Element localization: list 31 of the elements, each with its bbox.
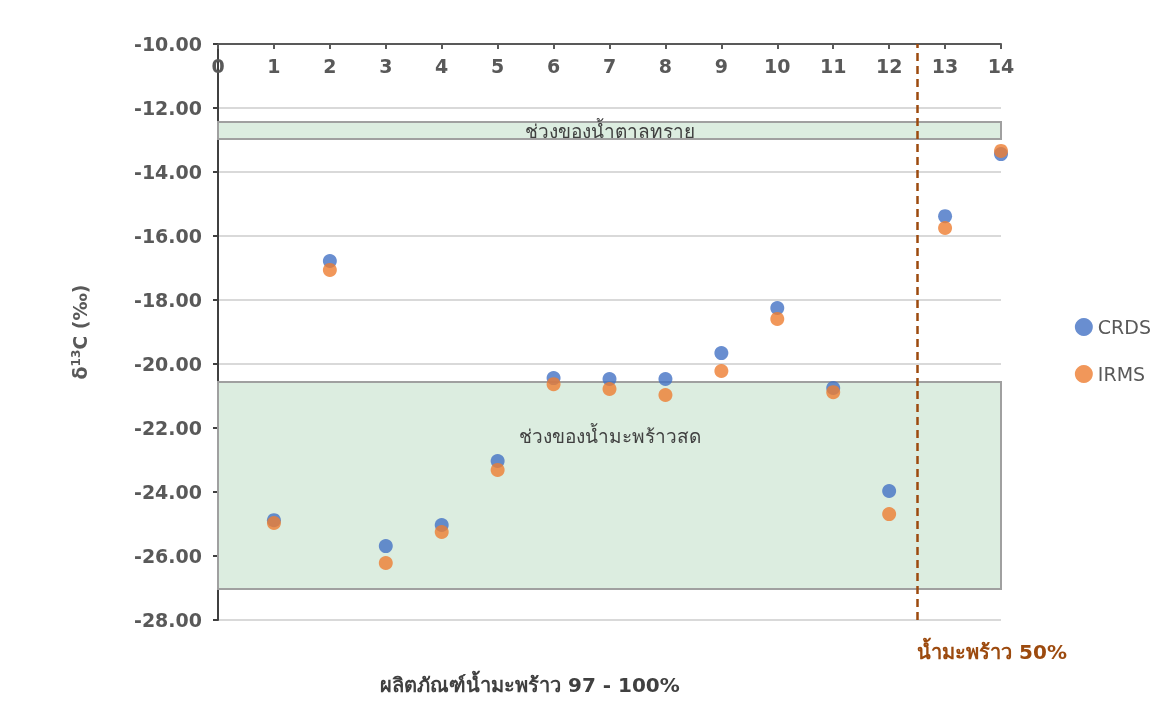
y-tick-label: -24.00	[134, 481, 202, 503]
legend-label: CRDS	[1097, 316, 1152, 338]
legend-label: IRMS	[1097, 363, 1146, 385]
x-tick-label: 6	[546, 54, 561, 77]
x-tick-label: 2	[323, 54, 337, 77]
x-tick-label: 9	[714, 54, 728, 77]
y-tick-label: -20.00	[134, 353, 202, 375]
x-tick-label: 3	[379, 54, 393, 77]
y-tick-label: -12.00	[134, 97, 202, 119]
y-tick-label: -28.00	[134, 609, 202, 631]
x-tick-label: 7	[602, 54, 617, 77]
x-tick-label: 12	[875, 54, 903, 77]
x-axis-title: ผลิตภัณฑ์น้ำมะพร้าว 97 - 100%	[380, 670, 680, 697]
band-label: ช่วงของน้ำมะพร้าวสด	[518, 423, 701, 448]
x-tick-label: 8	[658, 54, 673, 77]
y-tick-label: -16.00	[134, 225, 202, 247]
x-tick-label: 4	[435, 54, 449, 77]
y-tick-label: -22.00	[134, 417, 202, 439]
x-tick-label: 13	[931, 54, 959, 77]
x-tick-label: 11	[819, 54, 847, 77]
ref-line-label: น้ำมะพร้าว 50%	[917, 637, 1067, 664]
x-tick-label: 10	[764, 54, 791, 77]
x-tick-label: 14	[987, 54, 1015, 77]
y-tick-label: -10.00	[134, 33, 202, 55]
y-tick-label: -14.00	[134, 161, 202, 183]
y-axis-title: δ13C (‰)	[69, 284, 91, 380]
x-tick-label: 5	[491, 54, 505, 77]
y-tick-label: -18.00	[134, 289, 202, 311]
y-tick-label: -26.00	[134, 545, 202, 567]
band-label: ช่วงของน้ำตาลทราย	[524, 117, 695, 142]
x-tick-label: 1	[267, 54, 281, 77]
